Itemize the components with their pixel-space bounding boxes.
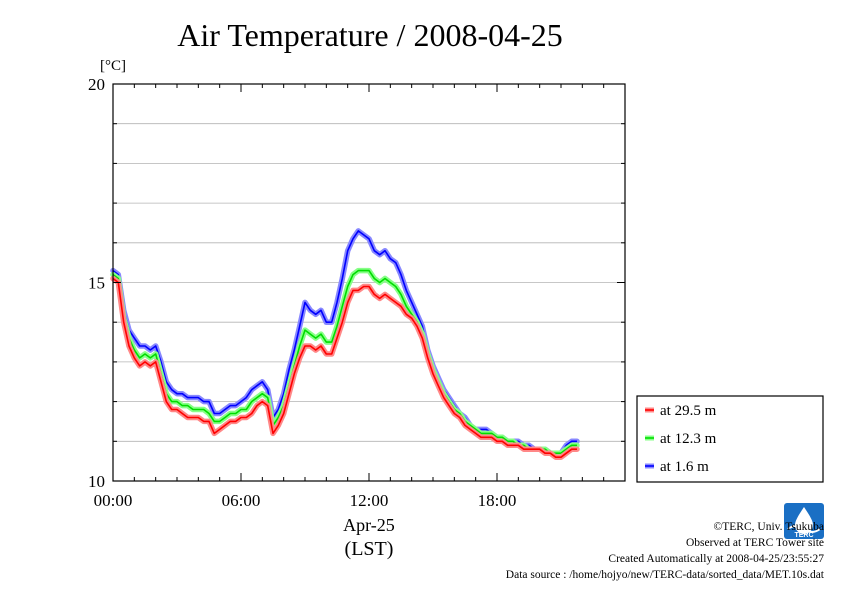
x-tick-label: 00:00 [94,491,133,510]
y-unit-label: [°C] [100,58,126,74]
x-axis-date-label: Apr-25 [343,515,395,535]
y-axis: 10 15 20 [88,75,625,491]
grid [113,123,625,442]
series-line [112,269,577,455]
terc-logo: TERC [784,503,824,539]
y-tick-label: 20 [88,75,105,94]
x-axis-tz-label: (LST) [345,538,394,560]
legend-label: at 1.6 m [660,459,709,475]
footer: ©TERC, Univ. Tsukuba Observed at TERC To… [506,519,824,583]
x-axis: 00:00 06:00 12:00 18:00 [94,84,626,510]
footer-source: Data source : /home/hojyo/new/TERC-data/… [505,569,824,581]
series-layer [110,228,580,460]
footer-created: Created Automatically at 2008-04-25/23:5… [608,553,824,565]
y-tick-label: 10 [88,472,105,491]
legend-box [636,395,824,483]
series-line [112,277,577,459]
logo-wave-icon [787,525,821,533]
series-line [112,230,577,455]
legend-items: at 29.5 m at 12.3 m at 1.6 m [645,403,717,475]
series-band [110,275,580,460]
footer-site: Observed at TERC Tower site [685,537,824,549]
x-tick-label: 06:00 [222,491,261,510]
y-tick-label: 15 [88,274,105,293]
legend-label: at 29.5 m [660,403,717,419]
legend: at 29.5 m at 12.3 m at 1.6 m [636,395,824,483]
x-tick-label: 12:00 [350,491,389,510]
legend-label: at 12.3 m [660,431,717,447]
chart-title: Air Temperature / 2008-04-25 [177,17,563,53]
x-tick-label: 18:00 [478,491,517,510]
footer-copyright: ©TERC, Univ. Tsukuba [713,521,824,533]
logo-text: TERC [794,532,813,539]
